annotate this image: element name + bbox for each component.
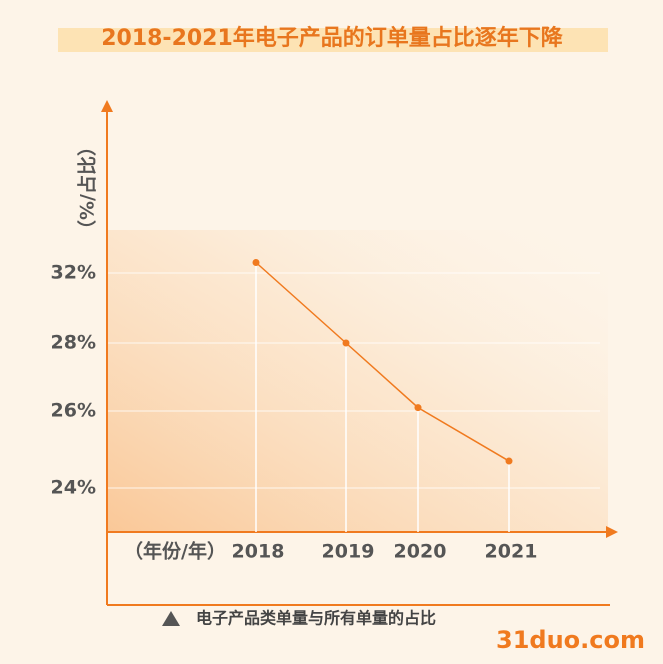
chart-title: 2018-2021年电子产品的订单量占比逐年下降 [101, 25, 564, 51]
legend-label: 电子产品类单量与所有单量的占比 [196, 609, 436, 628]
x-tick-label: 2021 [485, 541, 538, 563]
legend-marker [162, 611, 180, 626]
point [414, 404, 422, 412]
x-tick-label: 2020 [394, 541, 447, 563]
y-tick-label: 26% [51, 400, 96, 422]
x-arrow [606, 526, 618, 538]
y-arrow [101, 100, 113, 112]
y-tick-label: 32% [51, 262, 96, 284]
y-axis-title: （%/占比） [76, 137, 99, 239]
y-tick-label: 24% [51, 477, 96, 499]
point [342, 339, 350, 347]
watermark: 31duo.com [496, 626, 645, 654]
line [255, 261, 510, 462]
x-tick-label: 2018 [232, 541, 285, 563]
title-highlight [58, 28, 608, 52]
y-tick-label: 28% [51, 332, 96, 354]
x-tick-label: 2019 [322, 541, 375, 563]
area-glow [108, 230, 608, 532]
point [505, 457, 513, 465]
point [252, 259, 260, 266]
x-axis-title: （年份/年） [124, 540, 226, 563]
plot: 24% 26% 28% 32% 2018 2019 2020 2021 [51, 259, 600, 563]
